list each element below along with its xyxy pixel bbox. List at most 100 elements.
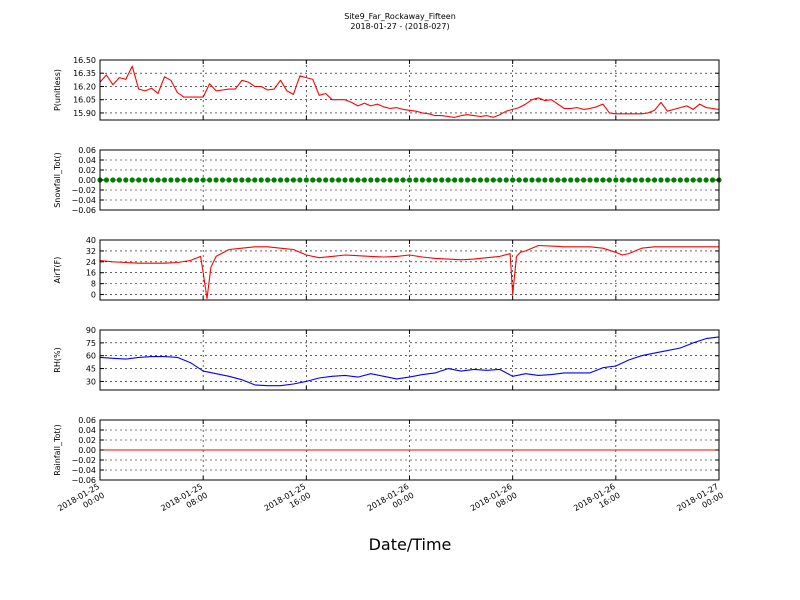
data-point [600,177,606,183]
y-tick-label: 16.20 [73,82,96,91]
data-point [445,177,451,183]
data-point [187,177,193,183]
y-tick-label: 0.02 [78,166,96,175]
data-point [580,177,587,183]
data-point [342,177,348,183]
y-axis-label: Rainfall_Tot() [53,424,62,476]
data-point [439,177,445,183]
data-point [510,177,516,183]
data-point [348,177,355,183]
data-point [284,177,290,183]
data-point [426,177,432,183]
data-point [684,177,690,183]
x-axis-label: Date/Time [369,535,452,554]
y-tick-label: 0.00 [78,446,96,455]
data-point [677,177,683,183]
y-tick-label: 32 [86,247,96,256]
data-point [535,177,542,183]
x-tick-label: 2018-01-2700:00 [675,482,725,522]
data-point [329,177,335,183]
data-point [155,177,161,183]
data-point [561,177,567,183]
data-point [258,177,264,183]
y-tick-label: 16.50 [73,56,96,65]
data-point [116,177,122,183]
data-point [400,177,406,183]
data-point [181,177,187,183]
y-axis-label: RH(%) [53,347,62,372]
data-point [142,177,148,183]
subplot-3: 40 32 24 16 8 0 AirT(F) [53,236,720,301]
x-tick-label: 2018-01-2600:00 [366,482,416,522]
x-tick-label: 2018-01-2500:00 [56,482,106,522]
data-point [651,177,658,183]
data-point [103,177,110,183]
data-point [697,177,703,183]
data-point [310,177,316,183]
y-tick-label: 24 [86,258,96,267]
data-point [419,177,425,183]
data-point [645,177,651,183]
y-tick-label: 16 [86,269,96,278]
y-tick-label: 8 [91,280,96,289]
data-point [252,177,258,183]
subplots: 16.50 16.35 16.20 16.05 15.90 P(unitless) 0.06… [53,56,722,485]
data-point [613,177,619,183]
y-tick-label: 45 [86,365,96,374]
data-point [471,177,477,183]
data-point [129,177,135,183]
data-point [555,177,561,183]
subplot-2: 0.060.040.020.00−0.02−0.04−0.06 Snowfall_… [53,146,722,215]
data-point [239,177,245,183]
data-point [200,177,206,183]
y-tick-label: −0.02 [71,456,96,465]
data-point [477,177,484,183]
data-point [606,177,612,183]
data-point [671,177,677,183]
data-point [522,177,529,183]
data-point [432,177,438,183]
data-point [168,177,174,183]
y-tick-label: 16.05 [73,96,96,105]
data-point [394,177,400,183]
x-tick-label: 2018-01-2508:00 [159,482,209,522]
subplot-5: 0.060.040.020.00−0.02−0.04−0.06 Rainfall_… [53,416,720,485]
data-point [658,177,664,183]
data-point [387,177,393,183]
y-tick-label: 0.04 [78,426,96,435]
data-point [548,177,554,183]
data-point [568,177,574,183]
data-point [490,177,496,183]
y-tick-label: −0.06 [71,476,96,485]
data-point [542,177,548,183]
y-tick-label: 0.02 [78,436,96,445]
chart-title: Site9_Far_Rockaway_Fifteen [344,12,456,21]
data-point [290,177,297,183]
data-point [303,177,309,183]
chart-subtitle: 2018-01-27 - (2018-027) [350,22,449,31]
y-tick-label: 60 [86,352,96,361]
data-point [277,177,284,183]
x-tick-label: 2018-01-2616:00 [572,482,622,522]
data-point [406,177,413,183]
series-line [99,65,720,118]
x-tick-label: 2018-01-2516:00 [263,482,313,522]
y-tick-label: −0.06 [71,206,96,215]
data-point [413,177,419,183]
series-line [99,244,719,300]
y-tick-label: 0.00 [78,176,96,185]
y-tick-label: 90 [86,326,96,335]
data-point [219,177,226,183]
y-tick-label: 0 [91,291,96,300]
data-point [136,177,142,183]
data-point [381,177,387,183]
data-point [361,177,367,183]
y-tick-label: −0.04 [71,196,96,205]
x-tick-label: 2018-01-2608:00 [469,482,519,522]
y-tick-label: 40 [86,236,96,245]
series-line [99,336,720,387]
data-point [464,177,471,183]
data-point [709,177,716,183]
x-axis-tick-labels: 2018-01-2500:00 2018-01-2508:00 2018-01-25… [56,482,725,522]
y-tick-label: 16.35 [73,69,96,78]
